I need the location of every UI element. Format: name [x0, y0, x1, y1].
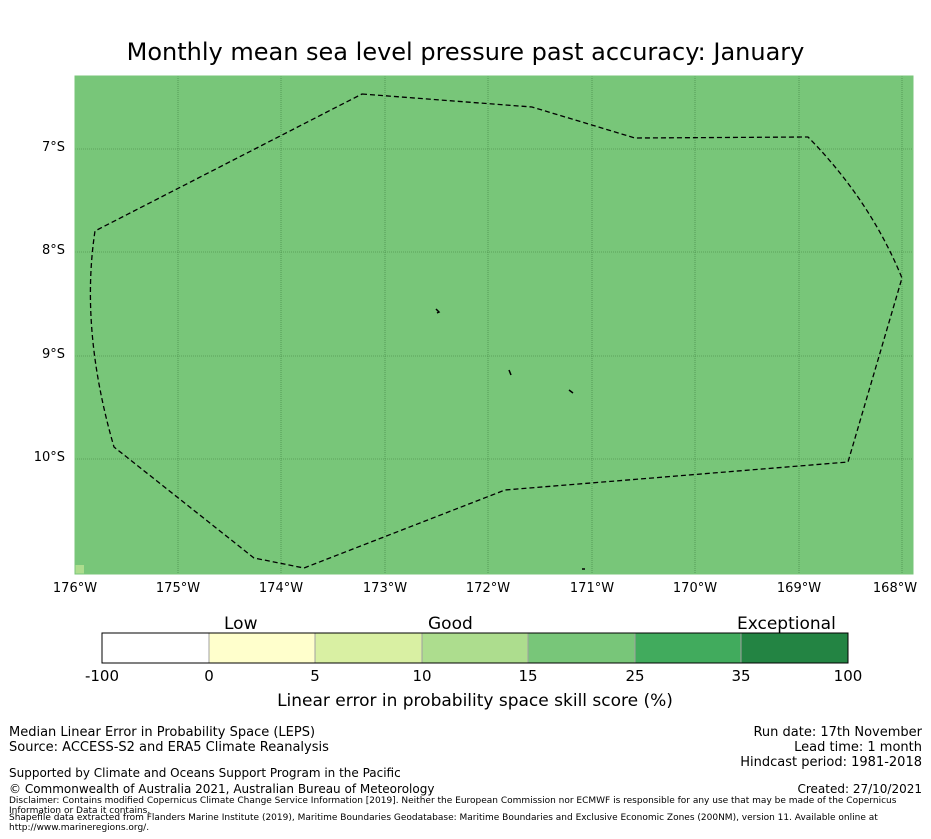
colorbar-swatch	[314, 632, 423, 664]
x-tick-label: 174°W	[258, 581, 304, 596]
colorbar-swatch	[101, 632, 210, 664]
colorbar-tick: -100	[84, 667, 120, 685]
corner-cell	[75, 565, 84, 574]
x-tick-label: 168°W	[872, 581, 918, 596]
y-tick-label: 7°S	[41, 140, 65, 155]
x-tick-label: 170°W	[672, 581, 718, 596]
y-tick-label: 9°S	[41, 347, 65, 362]
footer-hindcast: Hindcast period: 1981-2018	[740, 755, 922, 770]
colorbar-tick: 5	[310, 667, 320, 685]
eez-boundary	[89, 93, 903, 569]
y-tick-label: 8°S	[41, 243, 65, 258]
colorbar-tick: 35	[731, 667, 751, 685]
footer-lead-time: Lead time: 1 month	[794, 740, 922, 755]
colorbar-swatch	[208, 632, 316, 664]
map-area	[75, 76, 913, 574]
colorbar-category-good: Good	[428, 614, 473, 634]
colorbar-tick: 100	[833, 667, 863, 685]
island-coastline	[435, 308, 441, 314]
x-tick-label: 173°W	[362, 581, 408, 596]
footer-source: Source: ACCESS-S2 and ERA5 Climate Reana…	[9, 740, 329, 755]
colorbar-swatch	[634, 632, 742, 664]
y-tick-label: 10°S	[33, 450, 65, 465]
island-coastline	[508, 369, 512, 376]
colorbar-tick: 25	[625, 667, 645, 685]
x-tick-label: 172°W	[465, 581, 511, 596]
footer-method: Median Linear Error in Probability Space…	[9, 725, 316, 740]
colorbar-swatch	[527, 632, 636, 664]
colorbar-tick: 0	[204, 667, 214, 685]
colorbar-category-low: Low	[224, 614, 258, 634]
colorbar	[101, 632, 849, 664]
colorbar-tick: 15	[518, 667, 538, 685]
map-frame	[74, 75, 914, 575]
map-title: Monthly mean sea level pressure past acc…	[126, 38, 805, 66]
x-tick-label: 171°W	[569, 581, 615, 596]
x-tick-label: 169°W	[776, 581, 822, 596]
x-tick-label: 176°W	[52, 581, 98, 596]
colorbar-tick: 10	[412, 667, 432, 685]
colorbar-label: Linear error in probability space skill …	[277, 691, 673, 711]
colorbar-swatch	[421, 632, 529, 664]
footer-run-date: Run date: 17th November	[753, 725, 922, 740]
footer-shapefile: Shapefile data extracted from Flanders M…	[9, 813, 878, 833]
graticule	[75, 76, 913, 574]
x-tick-label: 175°W	[155, 581, 201, 596]
footer-disclaimer: Disclaimer: Contains modified Copernicus…	[9, 796, 897, 816]
footer-copyright: © Commonwealth of Australia 2021, Austra…	[9, 782, 435, 796]
footer-support: Supported by Climate and Oceans Support …	[9, 766, 401, 780]
island-coastline	[568, 389, 574, 394]
colorbar-swatch	[740, 632, 849, 664]
colorbar-category-exceptional: Exceptional	[737, 614, 836, 634]
footer-created: Created: 27/10/2021	[797, 782, 922, 796]
colorbar-frame	[101, 632, 849, 664]
